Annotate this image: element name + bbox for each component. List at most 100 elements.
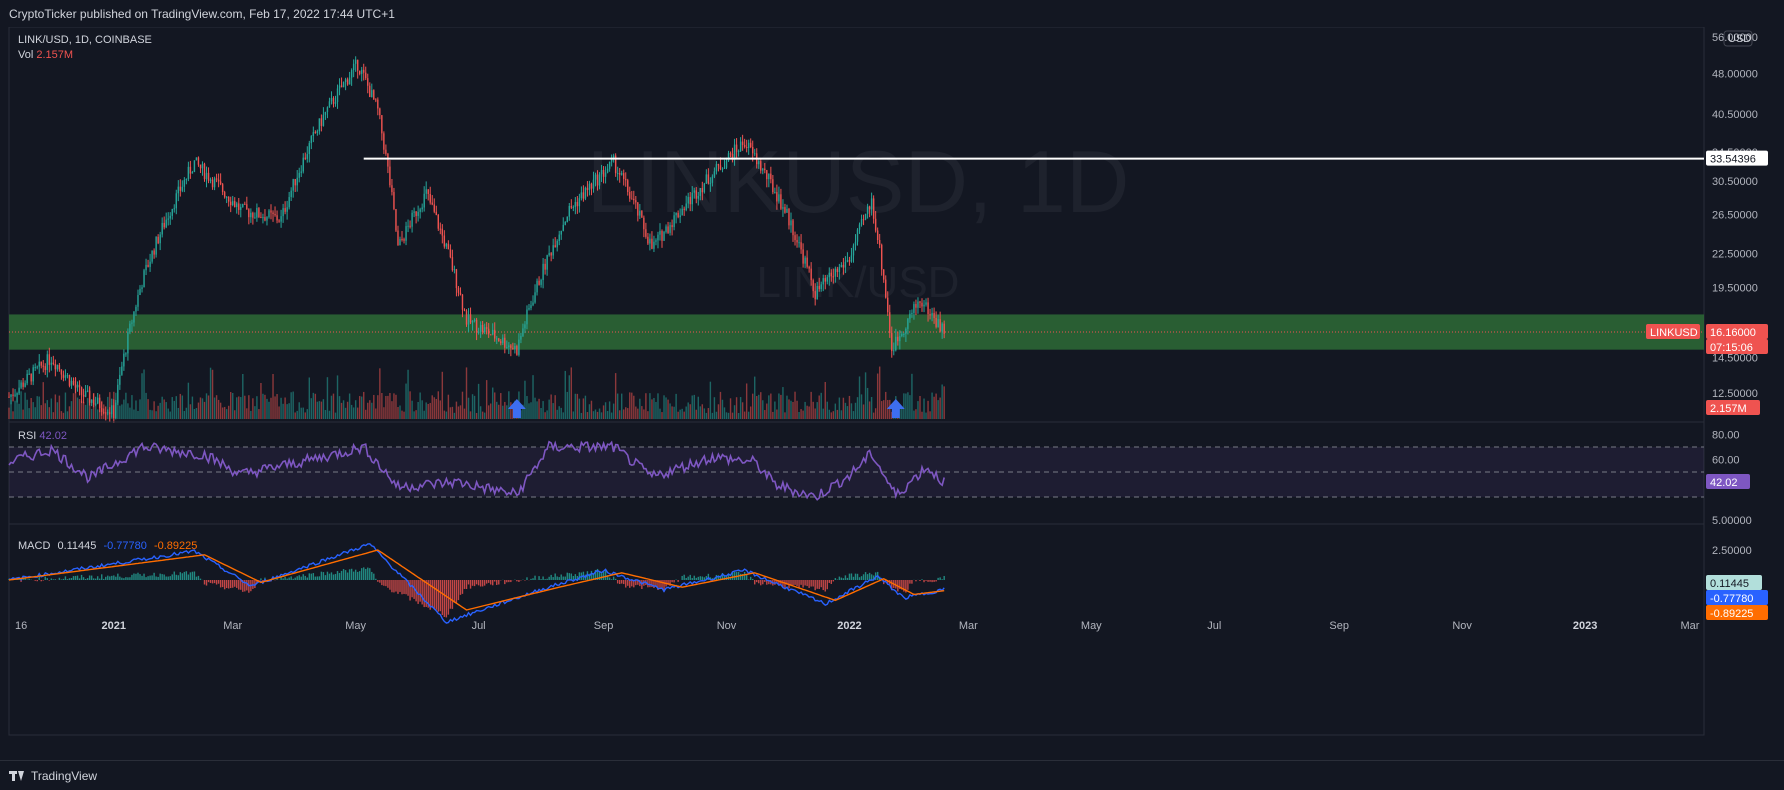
macd-histogram-bar [166,577,167,580]
macd-histogram-bar [107,576,108,580]
volume-bar [587,412,588,419]
candle-body [671,225,672,227]
macd-histogram-bar [752,579,753,580]
volume-bar [681,409,682,419]
macd-histogram-bar [798,580,799,588]
volume-bar [476,413,477,419]
candle-body [530,305,531,308]
candle-body [893,350,894,351]
macd-histogram-bar [41,580,42,581]
volume-bar [772,412,773,419]
time-tick-label: Nov [717,620,737,632]
currency-badge[interactable]: USD [1728,33,1751,45]
chart-svg[interactable]: LINKUSD, 1D LINK/USD 56.0000048.0000040.… [0,27,1784,759]
candle-body [887,298,888,313]
candle-body [71,381,72,386]
candle-body [796,240,797,242]
macd-histogram-bar [343,569,344,580]
volume-bar [508,391,509,419]
volume-bar [677,412,678,419]
volume-bar [488,405,489,419]
macd-histogram-bar [845,575,846,580]
candle-body [180,187,181,191]
macd-histogram-bar [617,580,618,583]
macd-histogram-bar [704,577,705,580]
candle-body [492,330,493,335]
vol-label: Vol [18,49,33,61]
tradingview-logo[interactable]: TradingView [9,769,97,783]
volume-bar [256,396,257,419]
macd-histogram-bar [792,580,793,585]
volume-bar [730,398,731,419]
candle-body [641,211,642,218]
candle-body [454,269,455,270]
volume-bar [264,395,265,419]
candle-body [43,366,44,367]
candle-body [542,264,543,280]
price-tick-label: 12.50000 [1712,388,1758,400]
macd-histogram-bar [101,574,102,580]
volume-bar [411,401,412,419]
candle-body [881,245,882,270]
published-text: CryptoTicker published on TradingView.co… [9,7,395,21]
macd-histogram-bar [532,578,533,580]
macd-histogram-bar [472,580,473,586]
macd-histogram-bar [121,578,122,580]
candle-body [351,70,352,78]
volume-bar [456,402,457,419]
volume-bar [444,411,445,419]
macd-histogram-bar [317,576,318,580]
candle-body [569,206,570,217]
macd-histogram-bar [538,576,539,580]
macd-histogram-bar [506,580,507,582]
candle-body [935,318,936,327]
candle-body [113,405,114,418]
volume-bar [567,392,568,419]
volume-bar [290,392,291,419]
volume-bar [129,408,130,419]
macd-histogram-bar [534,576,535,580]
volume-bar [147,399,148,419]
volume-bar [272,374,273,419]
macd-histogram-bar [748,579,749,580]
volume-bar [393,393,394,419]
volume-bar [270,398,271,419]
volume-bar [825,382,826,419]
volume-bar [361,397,362,419]
macd-histogram-bar [39,576,40,580]
volume-bar [524,381,525,419]
volume-bar [363,392,364,419]
candle-body [510,345,511,347]
candle-body [101,408,102,412]
volume-bar [565,371,566,419]
volume-bar [649,393,650,419]
candle-body [726,161,727,168]
candle-body [637,202,638,215]
macd-histogram-bar [83,577,84,580]
candle-body [220,181,221,184]
candle-body [548,253,549,255]
volume-bar [143,369,144,419]
volume-bar [778,393,779,419]
volume-bar [186,408,187,419]
macd-histogram-bar [182,573,183,580]
candle-body [168,219,169,220]
volume-bar [301,408,302,419]
macd-histogram-bar [371,572,372,580]
volume-bar [835,404,836,419]
candle-body [212,180,213,188]
candle-body [522,328,523,336]
candle-body [786,209,787,213]
volume-bar [857,397,858,419]
price-tick-label: 40.50000 [1712,109,1758,121]
candle-body [704,184,705,193]
macd-histogram-bar [476,580,477,584]
candle-body [216,178,217,179]
macd-histogram-bar [702,577,703,580]
candle-body [26,374,27,383]
macd-histogram-bar [51,578,52,580]
candle-body [123,354,124,367]
macd-histogram-bar [762,580,763,584]
time-tick-label: Sep [1329,620,1349,632]
